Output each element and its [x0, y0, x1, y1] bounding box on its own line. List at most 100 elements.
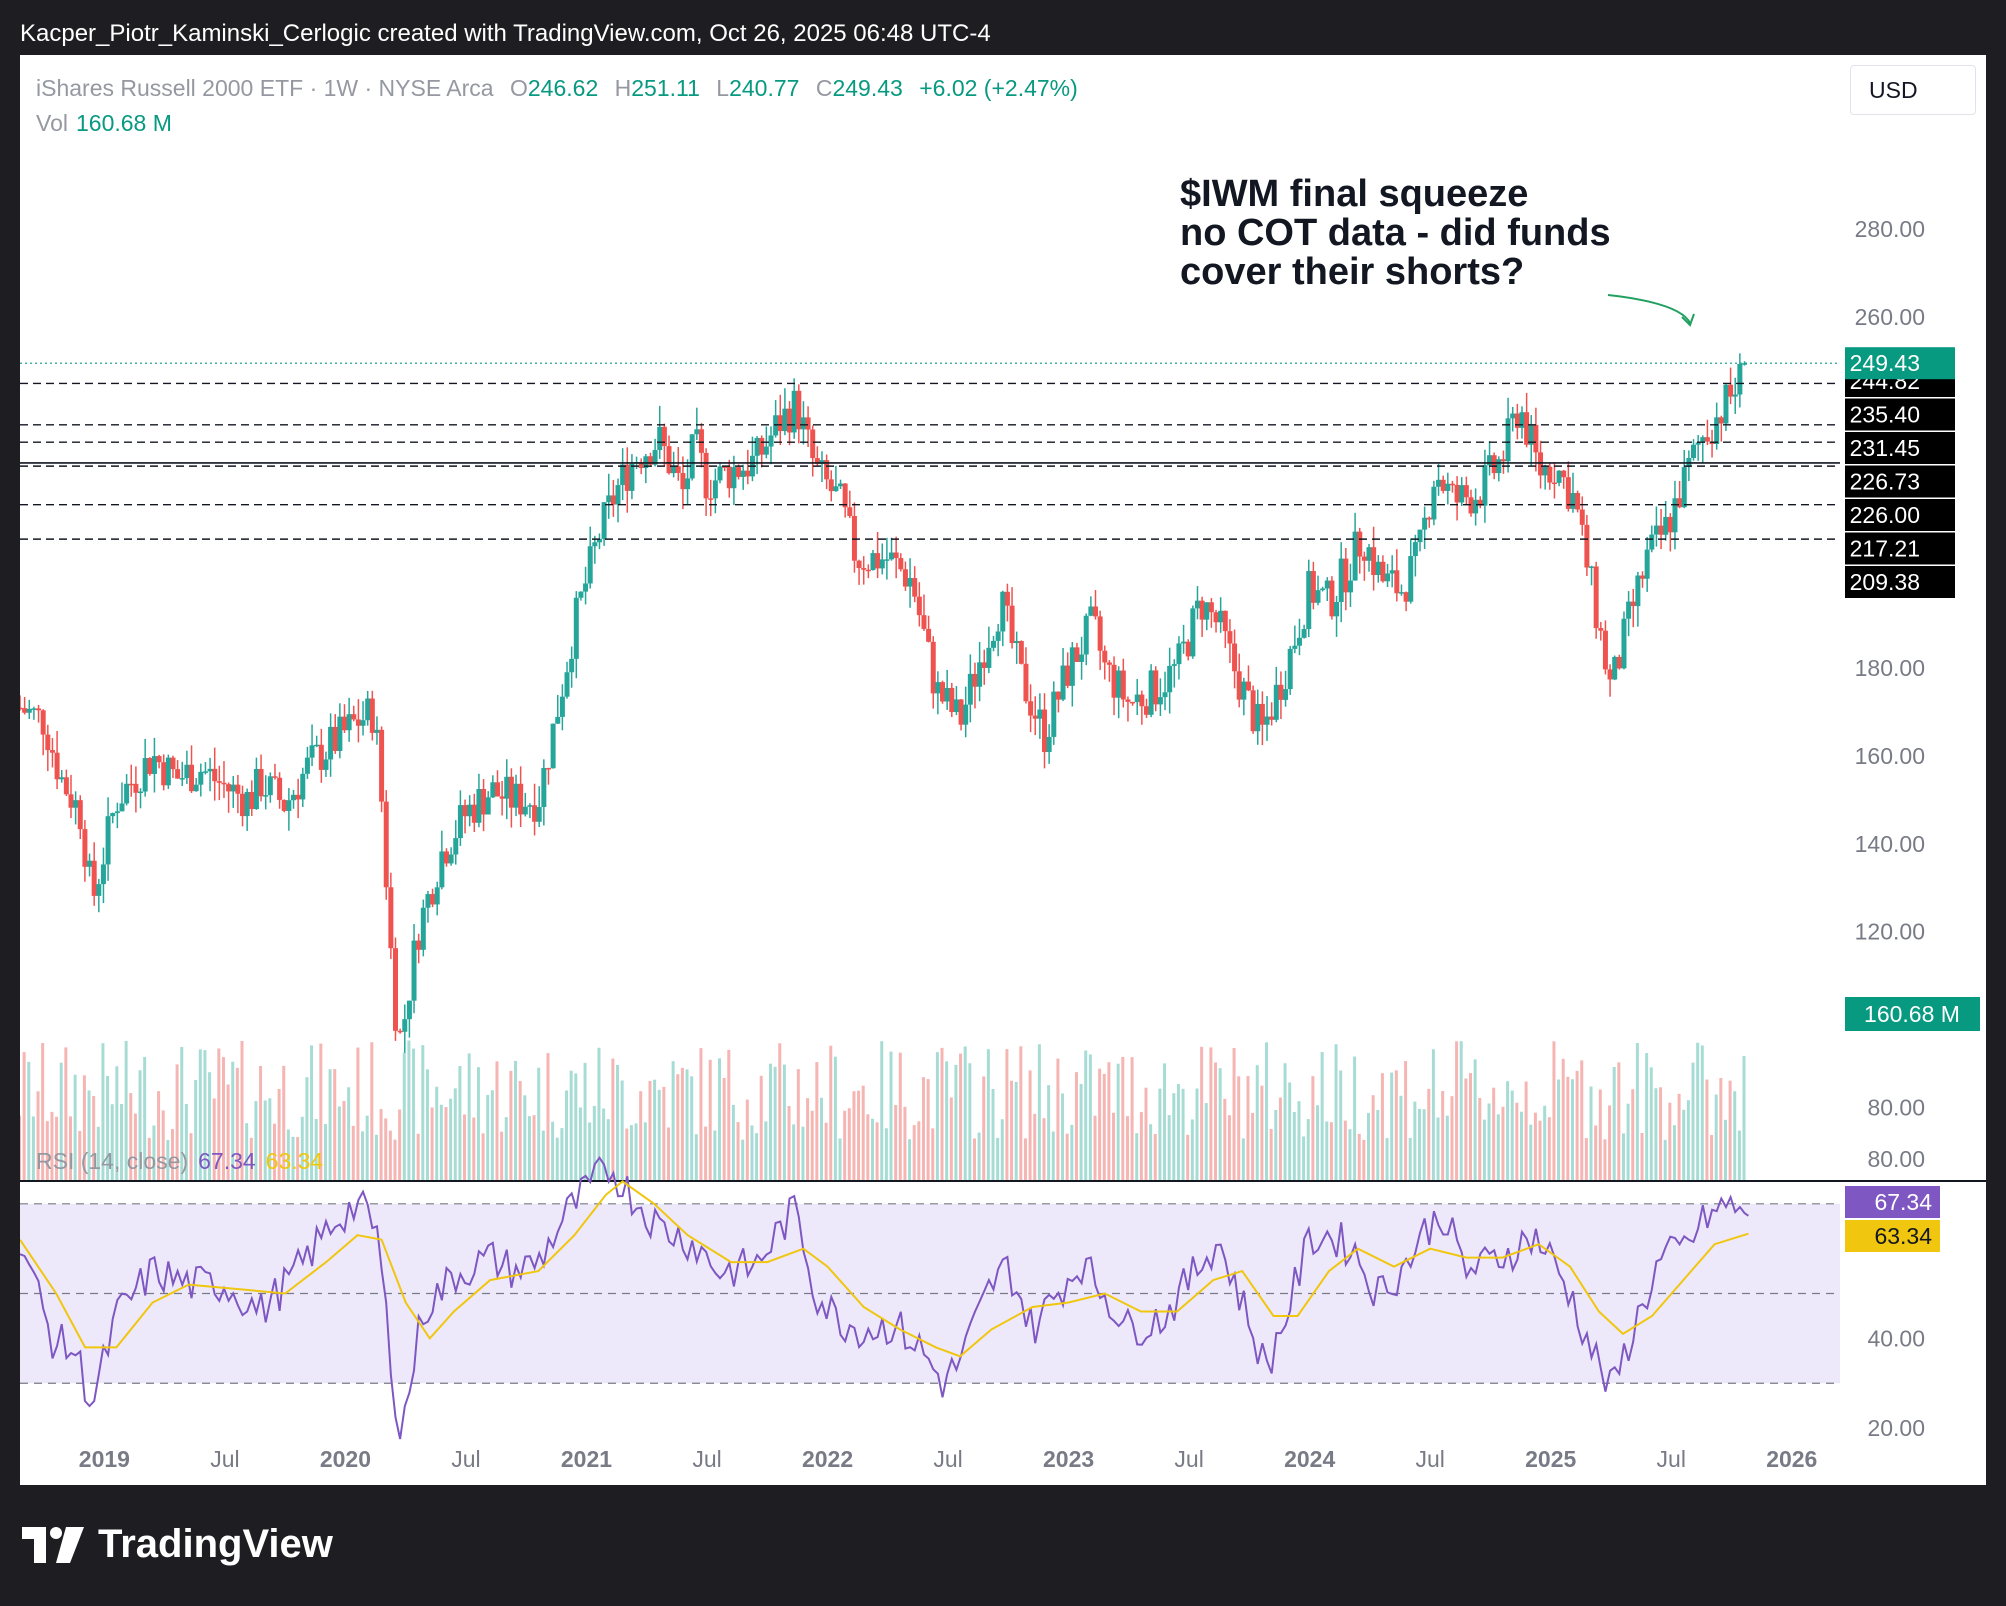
volume-bar [801, 1126, 805, 1180]
candle-body [1579, 509, 1585, 525]
volume-bar [829, 1045, 833, 1180]
candle-body [596, 538, 602, 543]
currency-button[interactable]: USD [1850, 65, 1976, 115]
volume-bar [87, 1090, 91, 1180]
volume-bar [263, 1100, 267, 1180]
volume-bar [365, 1115, 369, 1180]
candle-body [1259, 703, 1265, 725]
level-label-box [1845, 532, 1955, 565]
candle-body [1431, 486, 1437, 520]
candle-body [40, 710, 46, 735]
candle-body [819, 460, 825, 464]
volume-bar [444, 1107, 448, 1180]
candle-body [314, 744, 320, 747]
volume-bar [838, 1138, 842, 1180]
candle-body [184, 764, 190, 779]
volume-bar [1278, 1097, 1282, 1180]
candle-body [490, 782, 496, 798]
volume-bar [616, 1064, 620, 1180]
candle-body [1310, 571, 1316, 603]
price-axis-label: 280.00 [1855, 216, 1925, 242]
volume-bar [476, 1067, 480, 1180]
volume-bar [495, 1061, 499, 1180]
candle-body [1102, 650, 1108, 663]
volume-bar [203, 1050, 207, 1180]
candle-body [583, 583, 589, 592]
volume-bar [467, 1053, 471, 1180]
volume-bar [439, 1104, 443, 1180]
volume-bar [912, 1125, 916, 1180]
time-axis-label: Jul [1415, 1446, 1444, 1472]
volume-bar [764, 1121, 768, 1180]
candle-body [1042, 709, 1048, 753]
candle-body [346, 714, 352, 731]
volume-bar [773, 1066, 777, 1180]
volume-bar [1733, 1091, 1737, 1180]
volume-bar [249, 1137, 253, 1180]
candle-body [620, 464, 626, 486]
volume-bar [537, 1067, 541, 1180]
candle-body [953, 699, 959, 713]
volume-bar [1172, 1093, 1176, 1180]
volume-bar [555, 1137, 559, 1180]
candle-body [1477, 499, 1483, 506]
candle-body [318, 744, 324, 770]
candle-body [740, 470, 746, 477]
volume-bar [147, 1137, 151, 1180]
time-axis-label: 2020 [320, 1446, 371, 1472]
candle-body [1194, 600, 1200, 609]
candle-body [351, 714, 357, 720]
volume-bar [323, 1124, 327, 1180]
candle-body [1728, 384, 1734, 397]
volume-bar [643, 1122, 647, 1180]
volume-bar [713, 1130, 717, 1180]
volume-bar [1023, 1138, 1027, 1180]
candle-body [1505, 418, 1511, 462]
volume-bar [1079, 1083, 1083, 1180]
volume-bar [1394, 1070, 1398, 1180]
volume-bar [1329, 1122, 1333, 1180]
volume-bar [490, 1090, 494, 1180]
volume-bar [690, 1076, 694, 1180]
candle-body [100, 864, 106, 885]
candle-body [1538, 452, 1544, 476]
candle-body [657, 426, 663, 451]
volume-bar [1218, 1068, 1222, 1180]
volume-bar [272, 1123, 276, 1180]
volume-bar [1051, 1131, 1055, 1180]
volume-bar [1014, 1081, 1018, 1180]
volume-bar [1144, 1087, 1148, 1180]
candle-body [1510, 413, 1516, 419]
chart-caption: Kacper_Piotr_Kaminski_Cerlogic created w… [20, 20, 991, 47]
candle-body [606, 495, 612, 503]
candle-body [235, 784, 241, 794]
candle-body [879, 559, 885, 569]
volume-bar [1659, 1087, 1663, 1180]
candle-body [1055, 691, 1061, 700]
volume-bar [1019, 1046, 1023, 1180]
candle-body [1436, 479, 1442, 487]
volume-bar [1000, 1119, 1004, 1180]
volume-bar [463, 1114, 467, 1180]
volume-bar [1163, 1063, 1167, 1180]
candle-body [309, 745, 315, 758]
candle-body [1283, 689, 1289, 700]
volume-bar [221, 1057, 225, 1180]
candle-body [1037, 709, 1043, 719]
volume-bar [680, 1067, 684, 1180]
candle-body [624, 464, 630, 491]
candle-body [1496, 459, 1502, 474]
candle-body [1120, 670, 1126, 700]
tradingview-brand[interactable]: TradingView [22, 1522, 333, 1567]
candle-body [759, 437, 765, 455]
rsi-label: RSI (14, close) [36, 1148, 189, 1174]
volume-bar [393, 1139, 397, 1180]
volume-bar [300, 1116, 304, 1180]
volume-bar [866, 1114, 870, 1180]
chart-canvas[interactable]: 280.00260.00180.00160.00140.00120.00100.… [20, 55, 1986, 1485]
volume-bar [810, 1110, 814, 1180]
chart-panel[interactable]: 280.00260.00180.00160.00140.00120.00100.… [20, 55, 1986, 1485]
candle-body [661, 426, 667, 447]
candle-body [666, 446, 672, 474]
volume-bar [430, 1107, 434, 1180]
